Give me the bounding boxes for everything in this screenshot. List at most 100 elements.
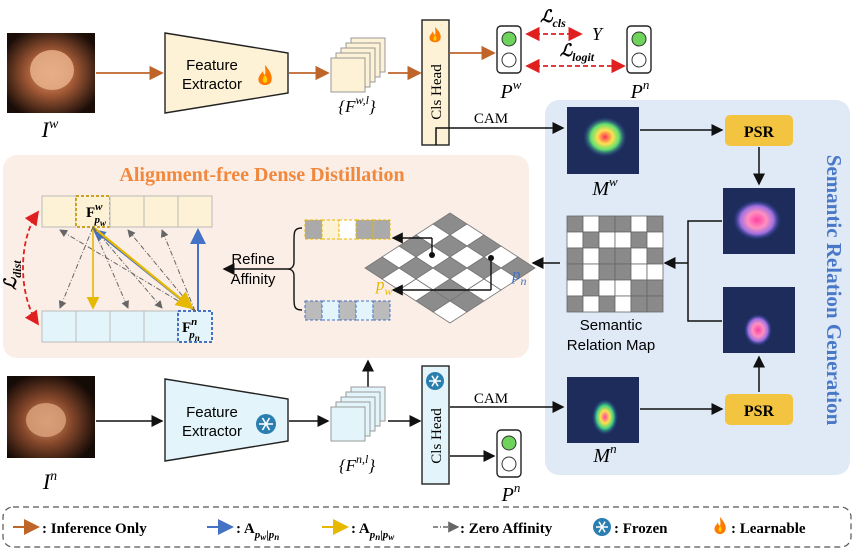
top-image-label: Iw [41,117,59,142]
relation-map-label-2: Relation Map [567,337,655,354]
relation-map-cell [630,295,648,313]
top-feature-extractor [164,32,289,114]
bottom-image [7,376,95,458]
svg-text:: Apn|pw: : Apn|pw [351,521,395,542]
relation-map-cell [566,231,584,249]
relation-map-cell [598,263,616,281]
loss-dist-arrow [22,210,40,326]
fn-token-label: Fn pn [182,316,200,343]
bottom-extractor-label-2: Extractor [182,423,242,440]
snowflake-icon [593,518,611,536]
top-feature-stack [330,37,386,93]
top-extractor-label-1: Feature [186,57,238,74]
bottom-image-label: In [42,469,57,494]
affinity-grid [364,212,536,324]
distill-title: Alignment-free Dense Distillation [119,164,404,186]
refine-brace [287,227,303,311]
relation-map-cell [646,279,664,297]
arrow-heatmaps-to-map [687,220,722,322]
loss-cls-label: ℒcls [540,7,566,30]
legend-learnable: : Learnable [714,517,806,537]
affinity-grid-cell [432,300,468,324]
psr-top-label: PSR [744,124,775,141]
bottom-feature-stack [330,386,386,442]
flame-icon [258,65,272,85]
snowflake-icon [256,414,276,434]
relation-map-cell [646,215,664,233]
affinity-arrows [58,226,206,312]
mn-label: Mn [592,441,616,467]
svg-text:: Apw|pn: : Apw|pn [236,521,279,542]
relation-map-cell [614,247,632,265]
relation-map-cell [630,215,648,233]
pn-bottom-label: Pn [501,480,521,506]
psr-top-box [725,115,793,146]
cam-bottom-label: CAM [474,391,508,407]
relation-map-cell [582,231,600,249]
relation-map-cell [646,295,664,313]
pw-label: Pw [500,77,522,103]
relation-map-cell [614,263,632,281]
relation-map-cell [630,231,648,249]
flame-icon [429,27,441,43]
heatmap-mn [567,377,639,443]
relation-map-cell [582,295,600,313]
top-traffic-light-pw [496,25,522,74]
relation-map-label-1: Semantic [580,317,643,334]
relation-map-cell [630,263,648,281]
relation-map-cell [598,279,616,297]
legend-inference-only: : Inference Only [13,519,147,537]
pn-top-label: Pn [630,77,650,103]
legend-label: : Inference Only [42,521,147,537]
relation-map-cell [630,247,648,265]
relation-map-cell [582,263,600,281]
y-label: Y [592,24,604,44]
relation-map-cell [614,279,632,297]
heatmap-refined-top [723,188,795,254]
legend-blue-affinity: : Apw|pn [207,519,279,542]
relation-map-cell [614,231,632,249]
legend-yellow-affinity: : Apn|pw [322,519,395,542]
relation-map-cell [646,263,664,281]
legend-frozen: : Frozen [593,518,668,537]
relation-map-cell [614,295,632,313]
relation-map-cell [566,215,584,233]
relation-map-cell [582,279,600,297]
relation-map-cell [646,247,664,265]
relation-map-cell [566,247,584,265]
bottom-extractor-label-1: Feature [186,404,238,421]
token-row-top [41,195,213,228]
flame-icon [714,517,726,534]
relation-map-cell [598,295,616,313]
top-cls-head-label: Cls Head [429,64,445,120]
svg-text:: Learnable: : Learnable [731,521,806,537]
token-row-bottom [41,310,213,343]
bottom-feature-extractor [164,378,289,462]
relation-map-cell [566,279,584,297]
relation-title: Semantic Relation Generation [822,155,846,426]
legend-box [2,506,852,548]
bottom-traffic-light-pn [496,429,522,478]
relation-map-cell [614,215,632,233]
relation-map-cell [582,247,600,265]
pw-grid-label: pw [375,275,393,298]
cam-top-label: CAM [474,111,508,127]
bottom-features-label: {Fn,l} [339,452,376,475]
svg-text:: Frozen: : Frozen [614,521,668,537]
top-features-label: {Fw,l} [338,93,376,116]
legend-zero-affinity: : Zero Affinity [433,521,553,537]
relation-map-cell [598,247,616,265]
relation-map-cell [598,215,616,233]
refine-label-1: Refine [231,251,274,268]
refine-label-2: Affinity [231,271,276,288]
top-extractor-label-2: Extractor [182,76,242,93]
loss-logit-label: ℒlogit [560,41,595,64]
heatmap-mw [567,107,639,174]
psr-bottom-label: PSR [744,403,775,420]
relation-map-cell [630,279,648,297]
psr-bottom-box [725,394,793,425]
mini-row-bottom [304,300,391,321]
relation-map-cell [566,295,584,313]
pn-grid-label: pn [511,265,527,288]
semantic-relation-map [566,215,664,313]
